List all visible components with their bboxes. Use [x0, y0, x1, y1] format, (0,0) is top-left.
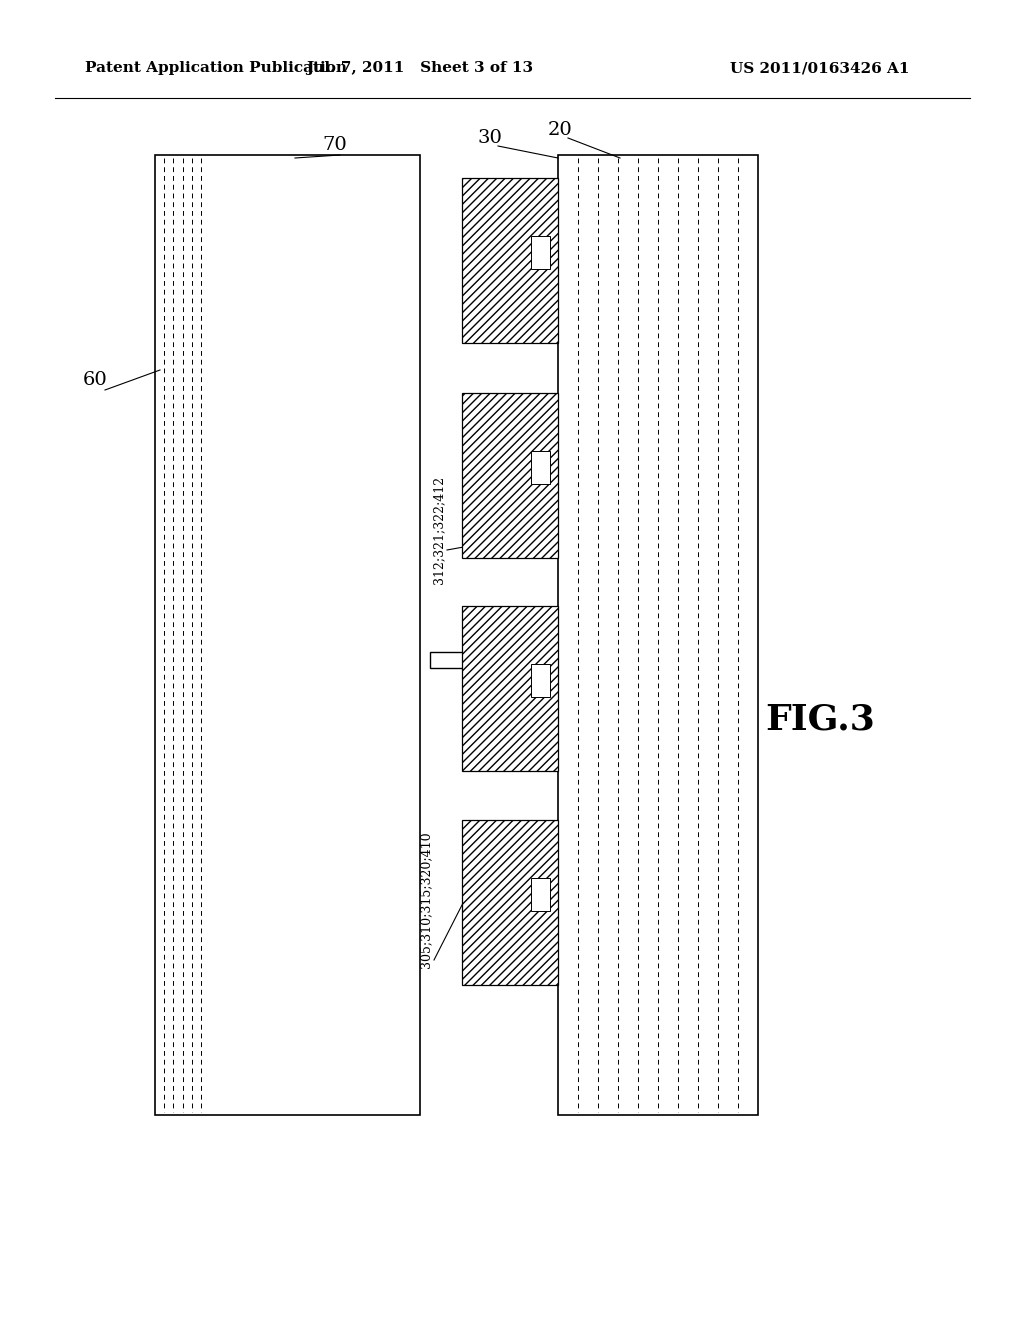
Bar: [462, 178, 558, 343]
Bar: [531, 450, 550, 483]
Text: Patent Application Publication: Patent Application Publication: [85, 61, 347, 75]
Text: 30: 30: [477, 129, 503, 147]
Text: 20: 20: [548, 121, 572, 139]
Bar: [462, 820, 558, 985]
Text: US 2011/0163426 A1: US 2011/0163426 A1: [730, 61, 909, 75]
Text: Jul. 7, 2011   Sheet 3 of 13: Jul. 7, 2011 Sheet 3 of 13: [306, 61, 534, 75]
Polygon shape: [470, 638, 500, 682]
Bar: [462, 393, 558, 558]
Bar: [155, 154, 420, 1115]
Bar: [462, 606, 558, 771]
Bar: [558, 154, 758, 1115]
Text: FIG.3: FIG.3: [765, 704, 874, 737]
Text: 305;310;315;320;410: 305;310;315;320;410: [419, 832, 432, 969]
Bar: [531, 878, 550, 911]
Bar: [531, 664, 550, 697]
Text: 60: 60: [83, 371, 108, 389]
Bar: [531, 236, 550, 269]
Text: 312;321;322;412: 312;321;322;412: [432, 477, 445, 583]
Text: 70: 70: [323, 136, 347, 154]
Bar: [430, 652, 470, 668]
